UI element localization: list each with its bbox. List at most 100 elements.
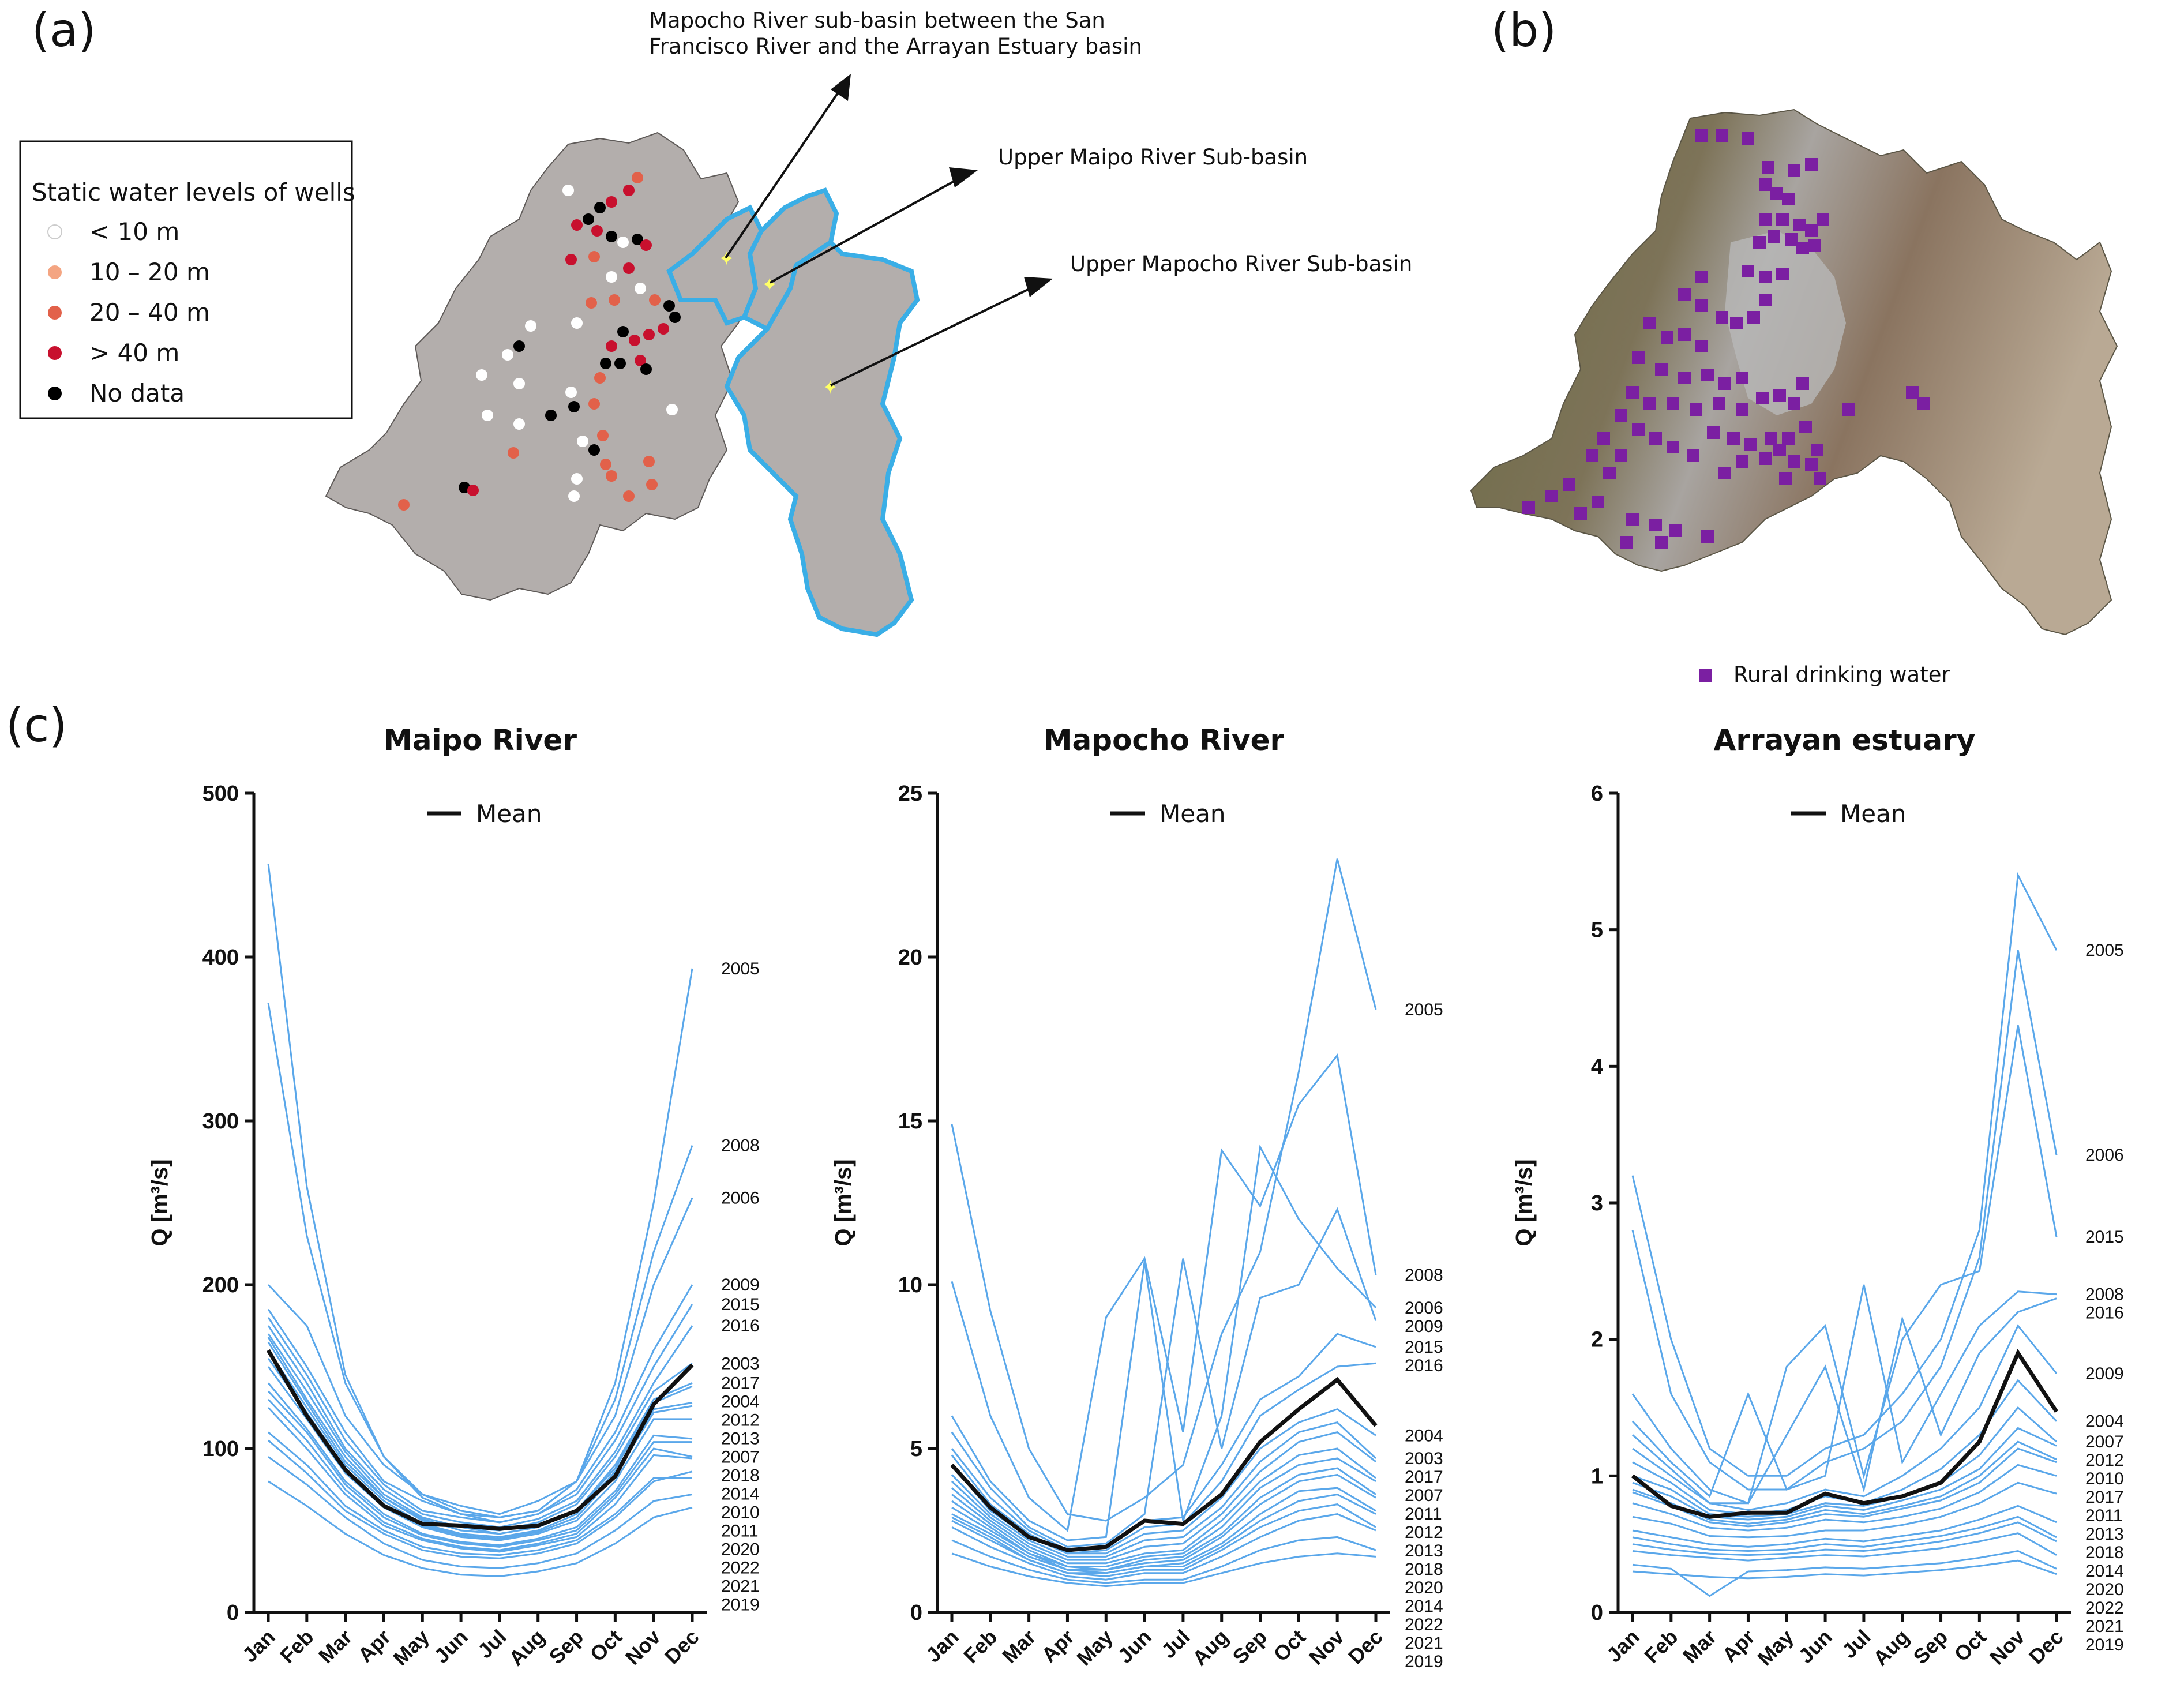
rural-water-marker (1753, 236, 1766, 249)
well-point (482, 410, 493, 421)
series-label: 2013 (1405, 1541, 1443, 1560)
rural-water-marker (1655, 363, 1668, 376)
rural-water-marker (1707, 426, 1720, 439)
legend-title: Static water levels of wells (32, 178, 355, 207)
rural-water-marker (1667, 441, 1679, 453)
well-point (513, 378, 525, 389)
rural-water-marker (1649, 432, 1662, 445)
well-point (594, 372, 606, 384)
rural-water-marker (1788, 397, 1800, 410)
series-label: 2012 (2085, 1451, 2124, 1470)
series-line-2018 (267, 1382, 693, 1547)
mean-line (950, 1376, 1378, 1552)
subbasin-marker: ✦ (718, 248, 735, 270)
y-tick-label: 300 (202, 1109, 239, 1134)
series-line-2022 (1632, 1532, 2057, 1562)
well-point (467, 485, 479, 496)
series-label: 2006 (2085, 1146, 2124, 1165)
rural-water-marker (1805, 158, 1818, 171)
well-point (635, 355, 646, 366)
y-tick-label: 5 (1591, 918, 1603, 943)
series-line-2010 (267, 1398, 693, 1551)
series-line-2008 (267, 1003, 693, 1518)
rural-water-marker (1759, 178, 1772, 191)
x-tick-label: Dec (660, 1625, 704, 1669)
panel-label-c: (c) (6, 699, 67, 752)
rural-water-marker (1799, 421, 1812, 433)
well-point (606, 340, 617, 352)
x-tick-label: May (1072, 1625, 1117, 1671)
series-line-2008 (1631, 1284, 2057, 1498)
rural-water-marker (1603, 467, 1616, 479)
series-line-2011 (267, 1406, 693, 1553)
rural-water-marker (1796, 377, 1809, 390)
series-line-2019 (1632, 1559, 2057, 1580)
series-line-2022 (268, 1431, 692, 1556)
x-tick-label: Jun (1793, 1625, 1836, 1668)
series-label: 2005 (2085, 941, 2124, 960)
rural-water-marker (1785, 233, 1798, 246)
rural-water-marker (1718, 377, 1731, 390)
rural-water-marker (1632, 423, 1645, 436)
well-point (623, 262, 635, 274)
series-line-2021 (951, 1536, 1376, 1584)
y-tick-label: 1 (1591, 1464, 1603, 1488)
well-point (502, 349, 513, 361)
well-point (508, 447, 519, 459)
series-label: 2012 (1405, 1523, 1443, 1542)
well-point (669, 312, 681, 323)
y-tick-label: 0 (227, 1601, 239, 1625)
rural-water-marker (1522, 501, 1535, 514)
series-label: 2014 (1405, 1597, 1443, 1616)
x-tick-label: Dec (1344, 1625, 1387, 1669)
legend-label: 20 – 40 m (89, 298, 210, 327)
x-tick-label: Apr (1717, 1625, 1759, 1667)
x-tick-label: Sep (1909, 1625, 1953, 1669)
rural-water-marker (1727, 432, 1740, 445)
rural-water-marker (1805, 458, 1818, 471)
y-tick-label: 15 (898, 1109, 922, 1134)
x-tick-label: Mar (314, 1625, 357, 1668)
rural-water-marker (1586, 449, 1598, 462)
arrow-line (770, 177, 961, 284)
series-line-2008 (951, 1053, 1377, 1532)
series-line-2016 (1632, 1297, 2057, 1505)
x-tick-label: Mar (1678, 1625, 1721, 1668)
rural-water-marker (1615, 409, 1627, 422)
well-point (586, 297, 597, 309)
rural-water-marker (1643, 397, 1656, 410)
x-tick-label: Apr (1037, 1625, 1079, 1667)
rural-water-marker (1759, 294, 1772, 306)
y-tick-label: 4 (1591, 1055, 1603, 1079)
well-point (629, 335, 640, 346)
well-point (606, 271, 617, 283)
series-label: 2021 (2085, 1617, 2124, 1636)
series-line-2020 (1632, 1521, 2057, 1556)
legend-swatch (48, 306, 62, 320)
well-point (643, 329, 655, 340)
rural-water-marker (1770, 187, 1783, 200)
well-point (606, 231, 617, 242)
rural-water-marker (1808, 239, 1821, 252)
series-label: 2017 (2085, 1488, 2124, 1507)
chart-title: Maipo River (384, 723, 577, 757)
rural-water-marker (1597, 432, 1610, 445)
series-label: 2014 (721, 1484, 760, 1503)
arrow-line (725, 85, 843, 259)
rural-water-marker (1701, 530, 1714, 543)
series-line-2019 (951, 1552, 1376, 1588)
x-tick-label: Nov (1985, 1625, 2029, 1670)
subbasin-marker: ✦ (761, 274, 778, 296)
series-label: 2008 (2085, 1285, 2124, 1304)
arrow-head (949, 167, 978, 187)
chart-title: Arrayan estuary (1714, 723, 1976, 757)
legend-swatch (48, 346, 62, 360)
series-line-2013 (951, 1473, 1376, 1571)
rural-water-marker (1563, 478, 1575, 491)
rural-water-marker (1592, 496, 1604, 508)
basin-area (325, 132, 751, 601)
arrow-head (1024, 277, 1053, 297)
series-label: 2007 (2085, 1432, 2124, 1451)
rural-water-marker (1756, 392, 1769, 404)
